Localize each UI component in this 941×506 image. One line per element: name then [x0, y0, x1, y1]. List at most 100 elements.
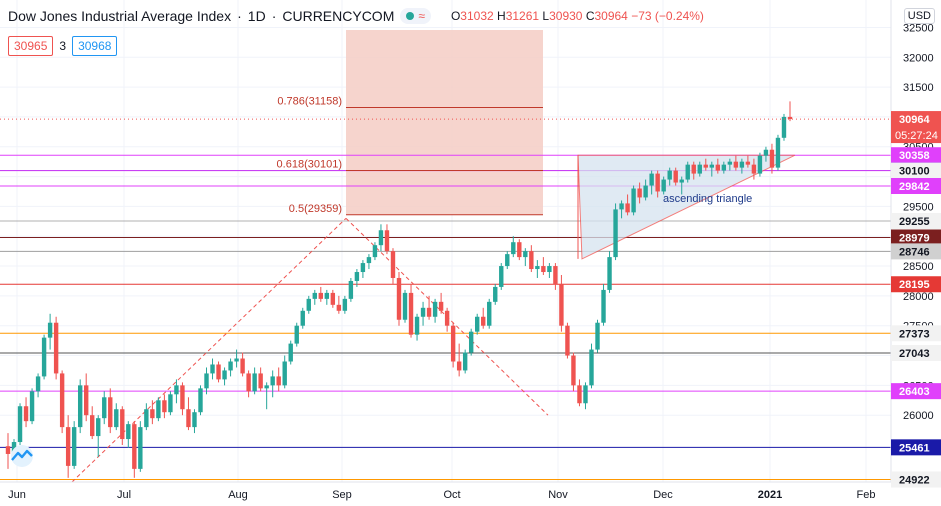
ohlc-readout: O31032 H31261 L30930 C30964 −73 (−0.24%) [450, 9, 704, 23]
candle-body [511, 242, 516, 255]
candle-body [47, 322, 53, 338]
candle-body [571, 355, 576, 386]
candle-body [408, 292, 414, 335]
candle-body [523, 251, 528, 258]
spread-value: 3 [59, 39, 67, 53]
level-tag-28979: 28979 [899, 232, 930, 244]
candle-body [384, 230, 390, 252]
wave-icon: ≈ [418, 9, 425, 23]
candle-body [426, 307, 432, 317]
y-tick-label: 28000 [903, 291, 934, 303]
y-tick-label: 26000 [903, 410, 934, 422]
y-tick-label: 28500 [903, 261, 934, 273]
y-tick-label: 32500 [903, 22, 934, 34]
fibonacci-zone [346, 30, 543, 215]
candle-body [29, 391, 35, 422]
source-label: CURRENCYCOM [282, 8, 395, 24]
candle-body [252, 373, 257, 392]
candle-body [222, 370, 227, 380]
candle-body [709, 164, 714, 168]
y-tick-label: 32000 [903, 52, 934, 64]
market-status-pill[interactable]: ≈ [400, 8, 431, 24]
candle-body [114, 409, 119, 428]
candle-body [565, 325, 570, 356]
candle-body [65, 427, 71, 466]
candle-body [59, 373, 65, 428]
candle-body [312, 292, 317, 299]
x-tick-label: 2021 [758, 489, 782, 501]
candle-body [192, 412, 197, 428]
tradingview-logo-icon[interactable] [8, 444, 36, 468]
level-tag-25461: 25461 [899, 442, 930, 454]
high-value: 31261 [505, 9, 540, 23]
candle-body [577, 385, 582, 404]
x-tick-label: Aug [228, 489, 248, 501]
candle-body [787, 116, 793, 120]
candle-body [727, 161, 733, 165]
candle-body [378, 230, 384, 246]
candle-body [673, 170, 678, 183]
level-tag-28195-bg [891, 276, 941, 293]
separator: · [237, 8, 242, 24]
trade-buttons: 30965 3 30968 [8, 36, 118, 56]
candle-body [619, 203, 624, 210]
level-tag-28195: 28195 [899, 279, 930, 291]
candle-body [739, 161, 745, 168]
candle-body [667, 170, 672, 180]
separator: · [271, 8, 277, 24]
candle-body [324, 292, 330, 299]
candle-body [505, 254, 510, 267]
candle-body [288, 343, 293, 362]
candle-body [264, 385, 269, 389]
candle-body [5, 446, 11, 454]
candle-body [234, 358, 239, 362]
candle-body [751, 164, 757, 174]
candle-body [607, 257, 612, 290]
candle-body [300, 310, 305, 326]
candle-body [462, 352, 468, 371]
candle-body [691, 164, 696, 174]
candle-body [53, 322, 59, 374]
candle-body [270, 376, 275, 386]
candle-body [96, 418, 101, 437]
level-tag-29255: 29255 [899, 216, 930, 228]
candle-body [150, 409, 155, 419]
candle-body [108, 397, 113, 428]
candle-body [258, 373, 263, 389]
candle-body [487, 301, 492, 326]
candle-body [168, 394, 173, 413]
sell-button[interactable]: 30965 [8, 36, 54, 56]
currency-label[interactable]: USD [903, 8, 935, 24]
last-price-tag-bg [891, 111, 941, 144]
symbol-title[interactable]: Dow Jones Industrial Average Index [8, 8, 232, 24]
market-open-icon [406, 12, 415, 20]
fib-label: 0.5(29359) [289, 203, 342, 215]
candle-body [444, 310, 450, 326]
level-tag-26403-bg [891, 383, 941, 400]
time-axis [0, 482, 891, 506]
candle-body [517, 242, 522, 258]
candle-body [402, 292, 408, 320]
candle-body [655, 173, 660, 192]
candle-body [649, 173, 654, 186]
last-price-tag: 30964 [899, 114, 930, 126]
buy-button[interactable]: 30968 [72, 36, 118, 56]
low-value: 30930 [549, 9, 583, 23]
candle-body [330, 292, 336, 305]
triangle-annotation: ascending triangle [663, 193, 752, 205]
level-tag-26403: 26403 [899, 386, 930, 398]
candle-body [318, 292, 323, 299]
countdown-label: 05:27:24 [895, 130, 938, 142]
candle-body [769, 149, 775, 168]
candle-body [360, 263, 366, 273]
interval-label[interactable]: 1D [247, 8, 266, 24]
candle-body [715, 164, 721, 171]
level-tag-28979-bg [891, 229, 941, 246]
candle-body [679, 179, 684, 183]
candle-body [685, 164, 690, 180]
candle-body [17, 406, 23, 443]
candle-body [547, 266, 552, 273]
level-tag-30100-bg [891, 162, 941, 179]
